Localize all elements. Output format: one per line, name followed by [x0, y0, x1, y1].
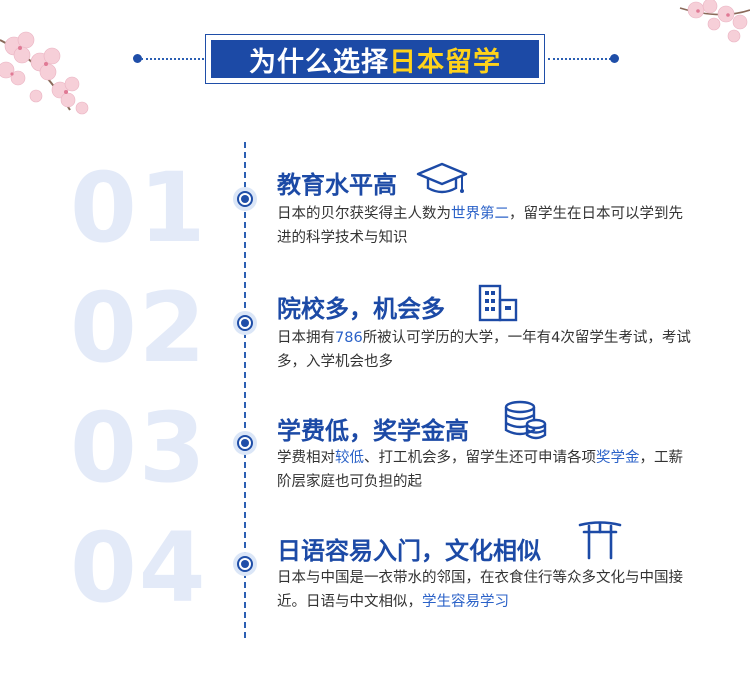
header-box: 为什么选择 日本留学 — [205, 34, 545, 84]
desc-text: 学费相对 — [277, 450, 335, 466]
page-title: 为什么选择 日本留学 — [211, 40, 539, 78]
timeline-node — [233, 431, 257, 455]
item-number: 03 — [70, 392, 208, 504]
desc-highlight: 奖学金 — [596, 450, 640, 466]
desc-highlight: 学生容易学习 — [422, 594, 509, 610]
item-number: 01 — [70, 152, 208, 264]
item-title: 教育水平高 — [277, 171, 397, 199]
item-number: 04 — [70, 512, 208, 624]
timeline-line — [244, 142, 246, 638]
item-description: 日本与中国是一衣带水的邻国，在衣食住行等众多文化与中国接近。日语与中文相似，学生… — [277, 566, 697, 614]
item-number: 02 — [70, 272, 208, 384]
desc-text: 、打工机会多，留学生还可申请各项 — [364, 450, 596, 466]
desc-text: ，留学生在日本可以学到先进的科学技术与知识 — [277, 206, 683, 246]
sakura-decoration-right — [640, 0, 750, 50]
desc-highlight: 786 — [335, 330, 363, 346]
item-description: 学费相对较低、打工机会多，留学生还可申请各项奖学金，工薪阶层家庭也可负担的起 — [277, 446, 697, 494]
title-highlight: 日本留学 — [389, 46, 501, 78]
coins-stack-icon — [502, 400, 548, 446]
title-prefix: 为什么选择 — [249, 46, 389, 78]
desc-text: ，工薪阶层家庭也可负担的起 — [277, 450, 683, 490]
torii-gate-icon — [578, 520, 622, 564]
header-dot-right — [610, 54, 619, 63]
building-icon — [477, 284, 519, 326]
header-dot-left — [133, 54, 142, 63]
desc-highlight: 较低 — [335, 450, 364, 466]
item-title: 学费低，奖学金高 — [277, 417, 469, 445]
desc-text: 日本的贝尔获奖得主人数为 — [277, 206, 451, 222]
item-title: 院校多，机会多 — [277, 295, 445, 323]
item-title: 日语容易入门，文化相似 — [277, 537, 541, 565]
timeline-node — [233, 187, 257, 211]
item-description: 日本的贝尔获奖得主人数为世界第二，留学生在日本可以学到先进的科学技术与知识 — [277, 202, 697, 250]
timeline-node — [233, 552, 257, 576]
desc-highlight: 世界第二 — [451, 206, 509, 222]
desc-text: 所被认可学历的大学，一年有4次留学生考试，考试多，入学机会也多 — [277, 330, 691, 370]
desc-text: 日本拥有 — [277, 330, 335, 346]
timeline-node — [233, 311, 257, 335]
item-description: 日本拥有786所被认可学历的大学，一年有4次留学生考试，考试多，入学机会也多 — [277, 326, 697, 374]
desc-text: 日本与中国是一衣带水的邻国，在衣食住行等众多文化与中国接近。日语与中文相似， — [277, 570, 683, 610]
graduation-cap-icon — [416, 160, 468, 202]
section-header: 为什么选择 日本留学 — [133, 34, 619, 86]
header-line-right — [548, 58, 611, 60]
header-line-left — [141, 58, 204, 60]
sakura-decoration-left — [0, 0, 110, 130]
